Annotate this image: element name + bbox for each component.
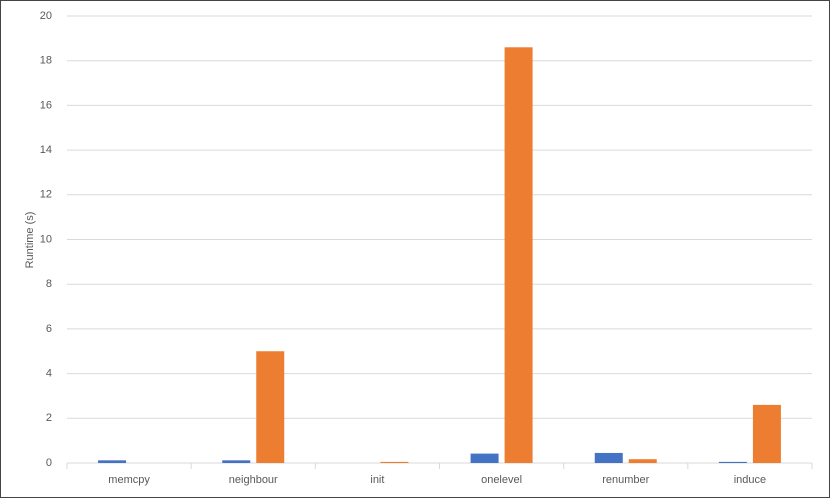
bar [504,47,533,463]
bar [470,453,499,463]
y-axis-label: Runtime (s) [24,212,36,269]
y-tick-label: 10 [40,233,52,245]
y-tick-label: 12 [40,189,52,201]
x-tick-label: init [370,474,384,486]
y-tick-label: 2 [46,412,52,424]
bar [256,351,285,463]
x-tick-label: memcpy [108,474,150,486]
y-tick-label: 6 [46,323,52,335]
bar [594,452,623,463]
y-tick-label: 14 [40,144,52,156]
y-tick-label: 0 [46,457,52,469]
bar [718,461,747,463]
x-tick-label: onelevel [481,474,522,486]
bar [222,460,251,463]
bar [752,404,781,463]
y-tick-label: 16 [40,99,52,111]
x-tick-label: induce [734,474,766,486]
y-tick-label: 4 [46,368,52,380]
bar [98,460,127,463]
y-tick-label: 8 [46,278,52,290]
bar [380,461,409,463]
y-tick-label: 18 [40,55,52,67]
x-tick-label: renumber [602,474,649,486]
x-tick-label: neighbour [229,474,278,486]
y-tick-label: 20 [40,10,52,22]
bar [628,459,657,463]
